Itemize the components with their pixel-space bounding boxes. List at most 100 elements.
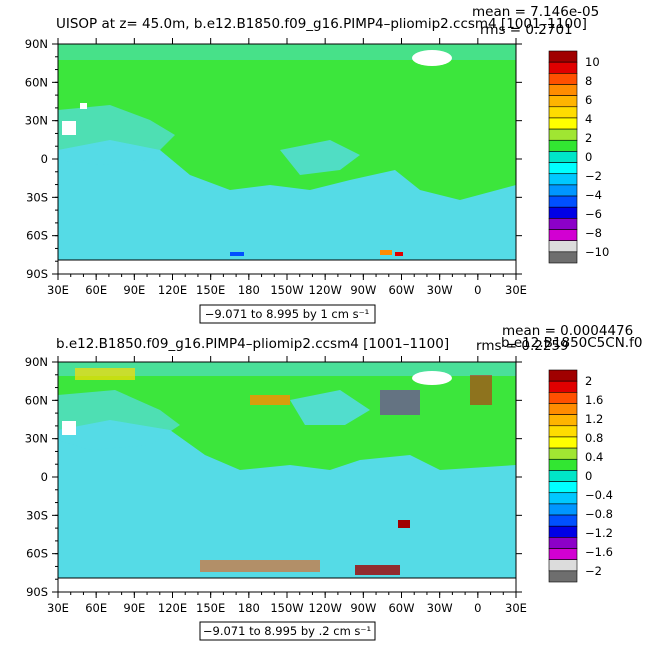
colorbar-swatch [548,470,578,482]
x-tick-label: 90W [350,601,376,615]
panel-2-colorbar-labels: 2 1.6 1.2 0.8 0.4 0 −0.4 −0.8 −1.2 −1.6 −2 [585,374,613,578]
y-tick-label: 30N [25,114,48,128]
panel-1-x-axis: 30E 60E 90E 120E 150E 180 150W 120W 90W 60W 30W 0 30… [47,38,527,297]
colorbar-swatch [548,436,578,449]
colorbar-swatch [548,173,578,186]
colorbar-swatch [548,61,578,74]
colorbar-label: −4 [585,188,602,202]
panel-2-contour-info: −9.071 to 8.995 by .2 cm s⁻¹ [203,624,371,638]
colorbar-label: 10 [585,55,600,69]
colorbar-swatch [548,206,578,219]
colorbar-label: 1.2 [585,412,603,426]
panel-1-colorbar-labels: 10 8 6 4 2 0 −2 −4 −6 −8 −10 [585,55,609,259]
x-tick-label: 60E [85,601,107,615]
y-tick-label: 30S [26,190,48,204]
colorbar-swatch [548,548,578,560]
x-tick-label: 90E [123,601,145,615]
panel-1-mask-b [62,121,76,135]
x-tick-label: 0 [474,283,481,297]
colorbar-label: −10 [585,245,609,259]
colorbar-label: −8 [585,226,602,240]
x-tick-label: 180 [238,283,260,297]
colorbar-swatch [548,447,578,460]
y-tick-label: 60S [26,547,48,561]
x-tick-label: 90W [350,283,376,297]
y-tick-label: 30S [26,508,48,522]
colorbar-swatch [548,525,578,538]
panel-1-map [57,43,517,261]
x-tick-label: 90E [123,283,145,297]
panel-1-colorbar [548,50,578,264]
y-tick-label: 0 [41,152,48,166]
colorbar-swatch [548,184,578,197]
panel-1-indian-field [58,105,175,165]
panel-1-southern-field [58,140,516,260]
panel-2-antarctic-orange [200,560,320,572]
x-tick-label: 150E [196,601,225,615]
panel-1-antarctic-orange [380,250,392,255]
colorbar-label: 2 [585,374,592,388]
panel-2-nordic-red [470,375,492,405]
panel-1-contour-info: −9.071 to 8.995 by 1 cm s⁻¹ [205,307,370,321]
colorbar-swatch [548,481,578,494]
colorbar-label: 0 [585,469,592,483]
colorbar-swatch [548,537,578,549]
colorbar-label: 1.6 [585,393,603,407]
colorbar-swatch [548,503,578,516]
y-tick-label: 60N [25,393,48,407]
colorbar-swatch [548,139,578,152]
panel-1: UISOP at z= 45.0m, b.e12.B1850.f09_g16.P… [25,4,609,324]
colorbar-swatch [548,570,578,583]
colorbar-label: 0 [585,150,592,164]
x-tick-label: 150W [270,283,303,297]
panel-1-contour-info-box [199,304,376,324]
y-tick-label: 90N [25,355,48,369]
colorbar-swatch [548,403,578,415]
panel-2-arctic-band [58,362,516,376]
colorbar-swatch [548,380,578,393]
panel-2-equatorial-field [290,390,370,425]
x-tick-label: 30W [427,601,453,615]
colorbar-swatch [548,392,578,404]
colorbar-swatch [548,218,578,230]
colorbar-label: 6 [585,93,592,107]
panel-2-greenland-mask [412,371,452,385]
x-tick-label: 30E [47,283,69,297]
colorbar-swatch [548,229,578,241]
x-tick-label: 120W [309,601,342,615]
panel-1-greenland-mask [412,50,452,66]
x-tick-label: 120E [158,601,187,615]
panel-2: b.e12.B1850.f09_g16.PIMP4–pliomip2.ccsm4… [25,323,642,641]
colorbar-swatch [548,414,578,427]
panel-2-indian-field [58,390,180,450]
x-tick-label: 0 [474,601,481,615]
y-tick-label: 90S [26,267,48,281]
colorbar-label: −0.4 [585,488,613,502]
colorbar-swatch [548,117,578,130]
y-tick-label: 90S [26,585,48,599]
y-tick-label: 60N [25,75,48,89]
x-tick-label: 30E [47,601,69,615]
y-tick-label: 30N [25,432,48,446]
colorbar-label: −1.6 [585,545,613,559]
colorbar-swatch [548,514,578,527]
colorbar-label: −1.2 [585,526,613,540]
panel-2-malvinas-red [398,520,410,528]
panel-1-mask-a [80,103,87,109]
panel-2-arctic-yellow [75,368,135,380]
panel-2-x-axis: 30E 60E 90E 120E 150E 180 150W 120W 90W 60W 30W 0 30… [47,356,527,615]
x-tick-label: 30E [505,283,527,297]
colorbar-swatch [548,458,578,471]
colorbar-label: −2 [585,169,602,183]
colorbar-label: 4 [585,112,592,126]
panel-1-equatorial-field [280,140,360,175]
colorbar-label: −2 [585,564,602,578]
panel-2-title-right: b.e12.B1850C5CN.f0 [501,335,642,351]
x-tick-label: 180 [238,601,260,615]
colorbar-swatch [548,84,578,96]
colorbar-swatch [548,50,578,63]
colorbar-label: −0.8 [585,507,613,521]
panel-1-antarctic-red [395,252,403,256]
colorbar-swatch [548,151,578,163]
